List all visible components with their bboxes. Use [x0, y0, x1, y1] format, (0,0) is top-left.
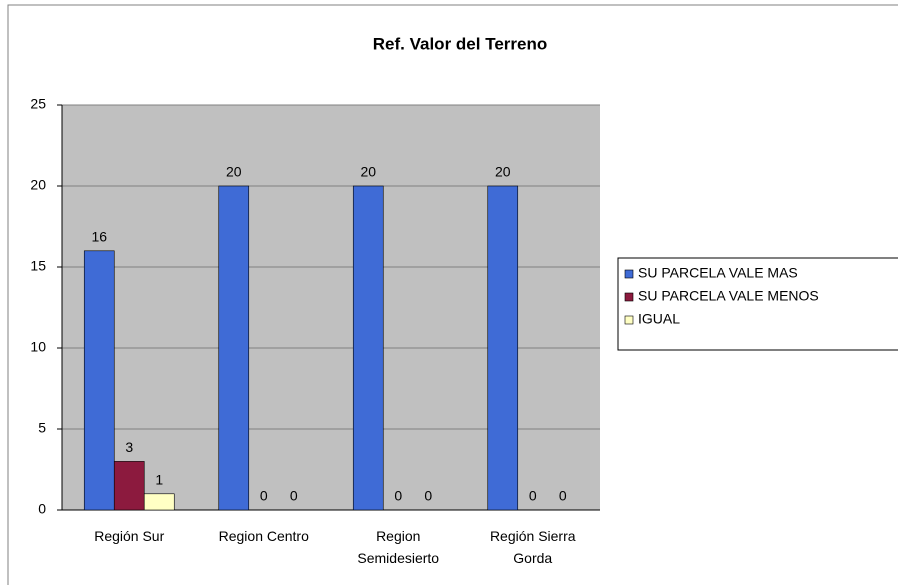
x-tick-label: Region Centro	[218, 528, 309, 544]
data-label: 20	[360, 164, 376, 180]
legend-label: IGUAL	[638, 311, 680, 327]
data-label: 1	[155, 472, 163, 488]
data-label: 16	[91, 229, 107, 245]
data-label: 20	[495, 164, 511, 180]
legend-box	[617, 257, 898, 351]
y-tick-label: 0	[38, 501, 46, 517]
x-tick-label: Región Sierra Gorda	[489, 528, 576, 566]
plot-area	[62, 105, 600, 510]
y-tick-label: 10	[30, 339, 46, 355]
y-tick-label: 25	[30, 96, 46, 112]
legend-label: SU PARCELA VALE MAS	[638, 265, 798, 281]
bar	[218, 185, 250, 511]
data-label: 0	[260, 488, 268, 504]
chart-title: Ref. Valor del Terreno	[373, 34, 547, 53]
legend-swatch	[624, 269, 634, 279]
data-label: 0	[290, 488, 298, 504]
data-label: 0	[424, 488, 432, 504]
data-label: 3	[125, 439, 133, 455]
x-tick-label: Región Sur	[94, 528, 165, 544]
bar	[113, 461, 145, 511]
y-tick-label: 5	[38, 420, 46, 436]
x-tick-label: Region Semidesierto	[357, 528, 440, 566]
y-tick-label: 15	[30, 258, 46, 274]
legend-label: SU PARCELA VALE MENOS	[638, 288, 819, 304]
data-label: 20	[226, 164, 242, 180]
y-tick-label: 20	[30, 177, 46, 193]
bar	[143, 493, 175, 511]
data-label: 0	[559, 488, 567, 504]
bar	[83, 250, 115, 511]
bar	[352, 185, 384, 511]
bar	[487, 185, 519, 511]
data-label: 0	[394, 488, 402, 504]
legend-swatch	[624, 292, 634, 302]
data-label: 0	[529, 488, 537, 504]
legend-swatch	[624, 315, 634, 325]
